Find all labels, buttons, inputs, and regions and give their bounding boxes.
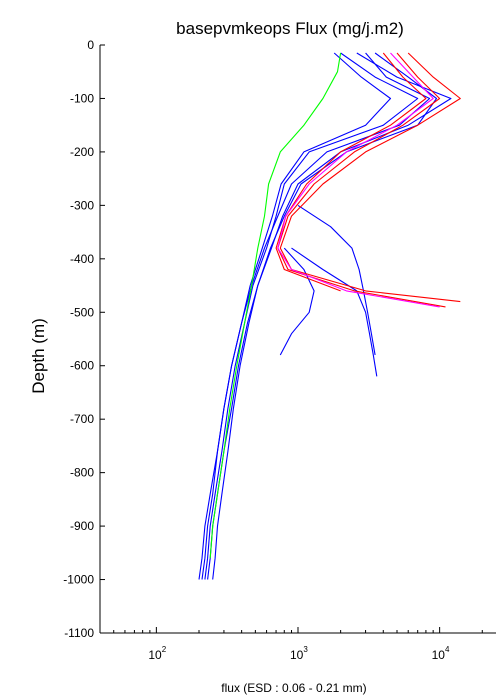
chart-title: basepvmkeops Flux (mg/j.m2) <box>176 19 404 38</box>
series-line-9 <box>279 52 461 303</box>
series-line-8 <box>209 52 342 559</box>
y-tick-label-4: -400 <box>70 252 94 266</box>
plot-area <box>100 45 496 633</box>
x-axis-label: flux (ESD : 0.06 - 0.21 mm) <box>221 681 366 695</box>
y-tick-label-6: -600 <box>70 359 94 373</box>
y-tick-label-1: -100 <box>70 91 94 105</box>
y-tick-label-11: -1100 <box>64 626 94 640</box>
series-line-0 <box>204 52 419 580</box>
y-tick-label-5: -500 <box>70 305 94 319</box>
x-tick-label-2: 104 <box>432 645 450 662</box>
y-tick-label-0: 0 <box>87 38 94 52</box>
y-tick-label-10: -1000 <box>63 573 94 587</box>
y-tick-label-2: -200 <box>70 145 94 159</box>
series-line-7 <box>297 204 376 356</box>
y-tick-label-8: -800 <box>70 466 94 480</box>
axes-layer: 0 -100 -200 -300 -400 -500 -600 -700 -800 -900 -10… <box>63 38 496 662</box>
y-tick-label-9: -900 <box>70 519 94 533</box>
y-tick-label-3: -300 <box>70 198 94 212</box>
x-tick-label-1: 103 <box>290 645 308 662</box>
series-line-3 <box>201 52 392 580</box>
x-tick-label-0: 102 <box>148 645 166 662</box>
series-line-11 <box>275 52 427 292</box>
series-line-5 <box>291 247 378 377</box>
series-line-6 <box>279 247 315 356</box>
y-tick-label-7: -700 <box>70 412 94 426</box>
y-axis-label: Depth (m) <box>29 318 48 394</box>
series-line-12 <box>277 52 440 308</box>
series-layer <box>198 52 461 580</box>
